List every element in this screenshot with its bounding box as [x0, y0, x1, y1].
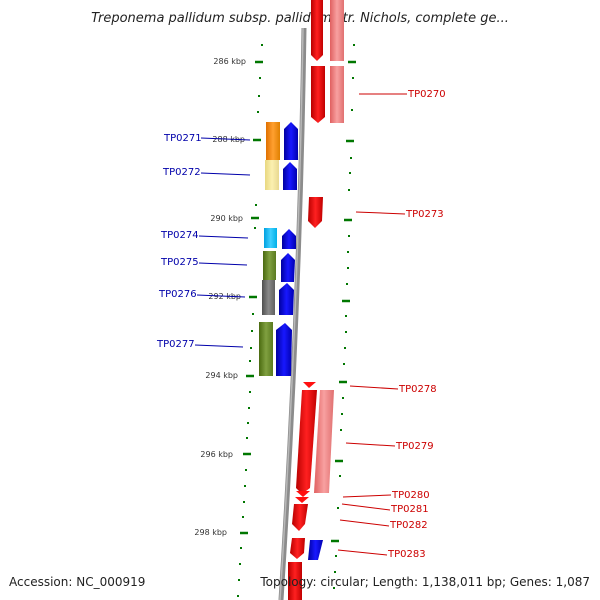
- gene-block-tp0271[interactable]: [284, 122, 298, 160]
- gene-block-top-red[interactable]: [311, 0, 323, 61]
- gene-block-tp0278[interactable]: [296, 390, 317, 494]
- gene-label-tp0283[interactable]: TP0283: [387, 549, 426, 560]
- forward-strand-genes: [288, 0, 344, 600]
- gene-block-tp0277[interactable]: [276, 323, 292, 376]
- right-gene-labels: TP0270 TP0273 TP0278 TP0279 TP0280 TP028…: [337, 89, 446, 560]
- scale-label-298: 298 kbp: [194, 528, 227, 537]
- reverse-strand-genes: [276, 122, 323, 560]
- gene-label-tp0274[interactable]: TP0274: [160, 230, 199, 241]
- feature-block-gray[interactable]: [262, 280, 275, 315]
- gene-block-tp0283-blue[interactable]: [308, 540, 323, 560]
- gene-label-tp0271[interactable]: TP0271: [163, 133, 202, 144]
- gene-block-tp0273[interactable]: [308, 197, 323, 228]
- right-tick-track: [333, 44, 355, 589]
- gene-block-bottom-red[interactable]: [288, 562, 302, 600]
- gene-label-tp0276[interactable]: TP0276: [158, 289, 197, 300]
- feature-block-olive-2[interactable]: [259, 322, 273, 376]
- gene-block-tp0281[interactable]: [295, 497, 309, 503]
- map-title: Treponema pallidum subsp. pallidum str. …: [91, 11, 509, 26]
- feature-block-orange[interactable]: [266, 122, 280, 160]
- gene-block-tp0279[interactable]: [314, 390, 334, 493]
- feature-blocks: [259, 122, 280, 376]
- gene-block-tp0282[interactable]: [292, 504, 308, 531]
- gene-block-tp0274[interactable]: [282, 229, 296, 249]
- gene-label-tp0279[interactable]: TP0279: [395, 441, 434, 452]
- gene-block-tp0280[interactable]: [296, 491, 310, 497]
- gene-block-tp0272[interactable]: [283, 162, 297, 190]
- left-tick-track: [237, 44, 263, 597]
- scale-label-296: 296 kbp: [200, 450, 233, 459]
- gene-block-tp0276[interactable]: [279, 283, 294, 315]
- feature-block-cyan[interactable]: [264, 228, 277, 248]
- genome-stats-text: Topology: circular; Length: 1,138,011 bp…: [259, 575, 590, 589]
- gene-block-tp0275[interactable]: [281, 253, 295, 282]
- gene-label-tp0275[interactable]: TP0275: [160, 257, 199, 268]
- scale-label-286: 286 kbp: [213, 57, 246, 66]
- gene-block-top-pink[interactable]: [330, 0, 344, 61]
- left-major-ticks: [240, 60, 263, 535]
- feature-block-cream[interactable]: [265, 160, 279, 190]
- gene-label-tp0282[interactable]: TP0282: [389, 520, 428, 531]
- gene-label-tp0277[interactable]: TP0277: [156, 339, 195, 350]
- right-major-ticks: [331, 60, 356, 543]
- gene-block-tp0278-marker[interactable]: [303, 382, 316, 388]
- gene-block-tp0270[interactable]: [311, 66, 325, 123]
- gene-label-tp0270[interactable]: TP0270: [407, 89, 446, 100]
- left-gene-labels: TP0271 TP0272 TP0274 TP0275 TP0276 TP027…: [156, 133, 251, 350]
- scale-label-290: 290 kbp: [210, 214, 243, 223]
- accession-text: Accession: NC_000919: [9, 575, 145, 589]
- genome-backbone: [278, 27, 307, 600]
- gene-label-tp0278[interactable]: TP0278: [398, 384, 437, 395]
- scale-label-294: 294 kbp: [205, 371, 238, 380]
- gene-label-tp0273[interactable]: TP0273: [405, 209, 444, 220]
- gene-block-tp0270-pink[interactable]: [330, 66, 344, 123]
- feature-block-olive-1[interactable]: [263, 251, 276, 280]
- gene-block-tp0283[interactable]: [290, 538, 305, 559]
- gene-label-tp0281[interactable]: TP0281: [390, 504, 429, 515]
- gene-label-tp0280[interactable]: TP0280: [391, 490, 430, 501]
- gene-label-tp0272[interactable]: TP0272: [162, 167, 201, 178]
